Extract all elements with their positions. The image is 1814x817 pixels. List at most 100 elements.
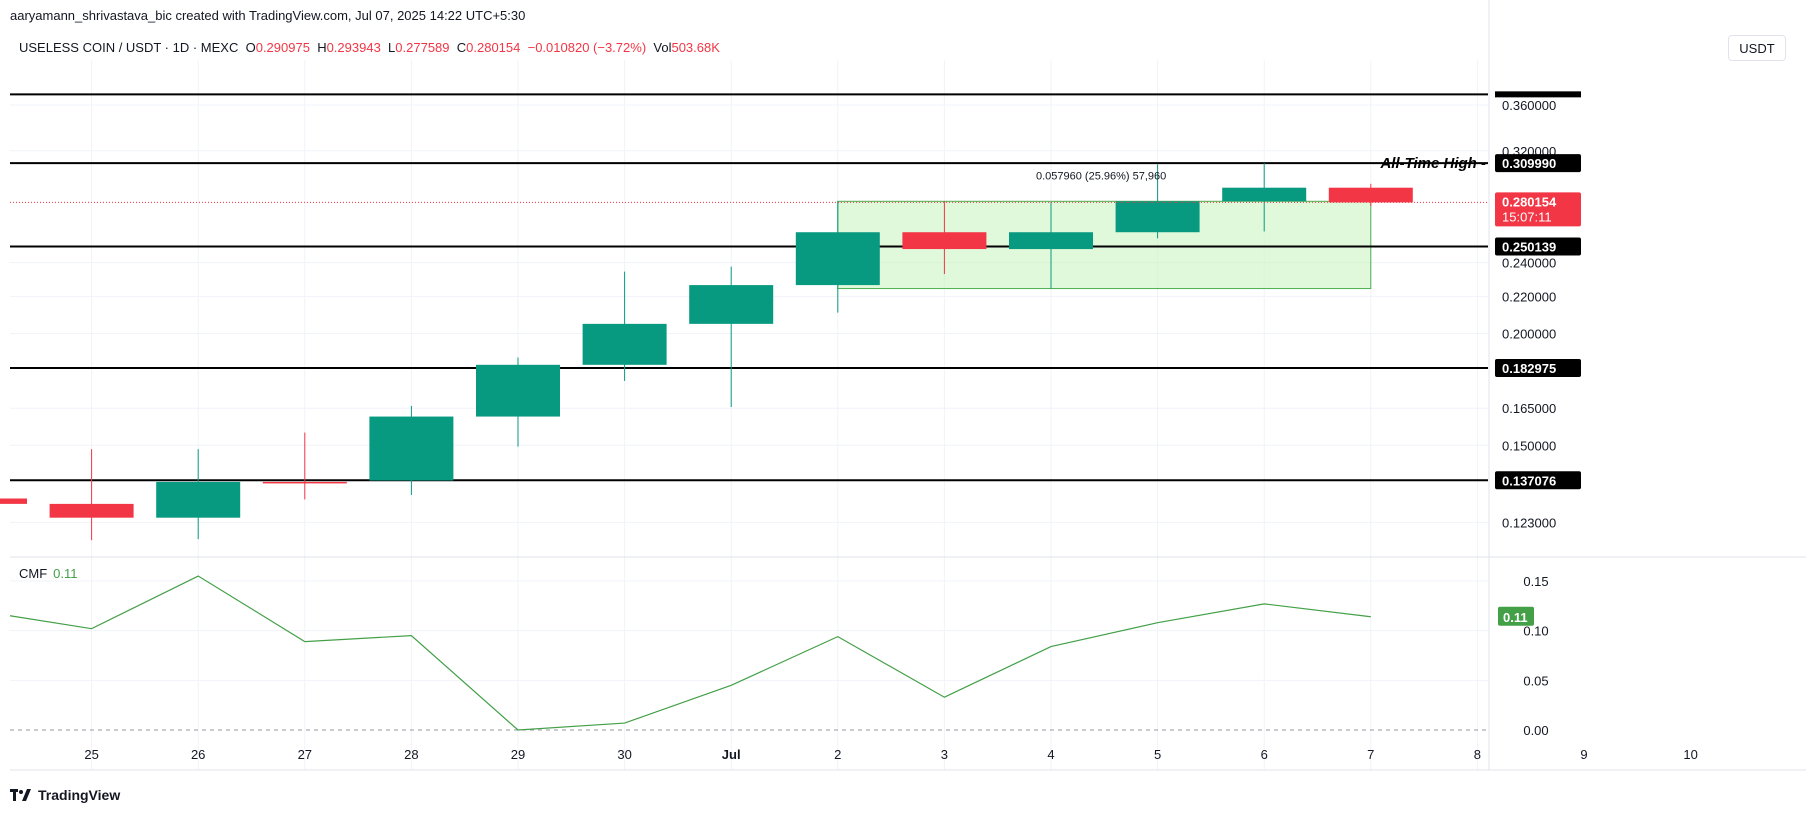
low-label: L [388, 40, 396, 55]
time-axis[interactable]: 25 26 27 28 29 30 Jul 2 3 4 5 6 7 8 9 10 [10, 747, 1806, 771]
tradingview-logo[interactable]: TradingView [10, 787, 120, 803]
price-tick-label: 0.200000 [1502, 326, 1556, 341]
time-tick-label: 9 [1580, 747, 1587, 762]
candle [1222, 163, 1307, 232]
level-tags: 0.309990 0.250139 0.182975 0.137076 [1495, 91, 1581, 490]
level-tag-value: 0.137076 [1502, 473, 1556, 488]
candle [262, 432, 347, 500]
time-tick-label: 28 [404, 747, 418, 762]
price-tick-label: 0.240000 [1502, 256, 1556, 271]
cmf-legend-value: 0.11 [53, 566, 78, 581]
price-axis[interactable]: 0.3600000.3200000.2400000.2200000.200000… [1502, 98, 1556, 530]
candle-body [49, 503, 134, 518]
cmf-tag-value: 0.11 [1503, 610, 1528, 625]
price-tick-label: 0.165000 [1502, 401, 1556, 416]
time-tick-label: 2 [834, 747, 841, 762]
time-tick-label: 7 [1367, 747, 1374, 762]
candle-body [1222, 187, 1307, 202]
time-tick-label: 25 [84, 747, 98, 762]
price-tick-label: 0.360000 [1502, 98, 1556, 113]
cmf-axis[interactable]: 0.15 0.10 0.05 0.00 [1523, 574, 1548, 738]
close-label: C [456, 40, 467, 55]
time-tick-label: 30 [617, 747, 631, 762]
time-tick-label: 5 [1154, 747, 1161, 762]
candle [369, 405, 454, 495]
level-tag-bg [1495, 154, 1581, 173]
cmf-tick-label: 0.15 [1523, 574, 1548, 589]
cmf-tick-label: 0.10 [1523, 624, 1548, 639]
high-value: 0.293943 [326, 40, 381, 55]
candle [1328, 183, 1413, 207]
candle-body [1115, 201, 1200, 233]
current-price-tag-bg [1495, 192, 1581, 227]
candle [476, 357, 560, 447]
symbol-title[interactable]: USELESS COIN / USDT · 1D · MEXC [19, 40, 239, 55]
cmf-legend[interactable]: CMF 0.11 [19, 566, 78, 581]
price-tick-label: 0.123000 [1502, 515, 1556, 530]
candle [0, 498, 27, 504]
open-value: 0.290975 [255, 40, 310, 55]
candle-body [1009, 232, 1093, 250]
candle [1115, 164, 1200, 239]
open-label: O [245, 40, 256, 55]
level-tag-value: 0.250139 [1502, 240, 1556, 255]
candles [0, 163, 1413, 541]
level-tag-bg [1495, 237, 1581, 256]
cmf-tag-bg [1498, 606, 1534, 626]
candle-body [582, 323, 667, 365]
cmf-series-line [9, 575, 1371, 731]
current-price-value: 0.280154 [1502, 194, 1557, 209]
candle [1009, 201, 1093, 289]
symbol-ohlc-line: USELESS COIN / USDT · 1D · MEXC O0.29097… [19, 40, 720, 55]
candle-body [795, 232, 880, 286]
time-tick-label: 6 [1261, 747, 1268, 762]
cmf-value-tag: 0.11 [1498, 606, 1534, 626]
time-tick-label: Jul [722, 747, 741, 762]
time-tick-label: 3 [941, 747, 948, 762]
time-tick-label: 8 [1474, 747, 1481, 762]
cmf-tick-label: 0.00 [1523, 723, 1548, 738]
measure-label: 0.057960 (25.96%) 57,960 [1036, 170, 1166, 182]
time-tick-label: 26 [191, 747, 205, 762]
cmf-tick-label: 0.05 [1523, 673, 1548, 688]
change-value: −0.010820 (−3.72%) [527, 40, 647, 55]
candle-body [1328, 187, 1413, 203]
tradingview-logo-icon [10, 789, 31, 801]
chart-grid [10, 60, 1488, 770]
price-tick-label: 0.150000 [1502, 438, 1556, 453]
close-value: 0.280154 [466, 40, 521, 55]
time-tick-label: 27 [298, 747, 312, 762]
candle-body [689, 285, 774, 324]
candle-body [0, 498, 27, 504]
cmf-title: CMF [19, 566, 48, 581]
candle [902, 201, 987, 275]
level-tag-value: 0.182975 [1502, 361, 1556, 376]
cmf-line [9, 575, 1371, 731]
level-tag-bg [1495, 471, 1581, 490]
level-tag-bg [1495, 91, 1581, 98]
candle-body [156, 481, 241, 518]
level-tag-value: 0.309990 [1502, 156, 1556, 171]
candle-body [476, 364, 560, 417]
ath-annotation: All-Time High - [1379, 155, 1486, 172]
time-tick-label: 10 [1683, 747, 1697, 762]
candle [156, 449, 241, 540]
horizontal-levels[interactable] [10, 93, 1488, 482]
candle [582, 271, 667, 381]
bar-countdown: 15:07:11 [1502, 209, 1552, 224]
currency-button[interactable]: USDT [1728, 35, 1786, 61]
price-tick-label: 0.220000 [1502, 289, 1556, 304]
level-tag-bg [1495, 359, 1581, 378]
candle [49, 449, 134, 541]
candle-body [262, 481, 347, 484]
candle [689, 266, 774, 408]
time-tick-label: 29 [511, 747, 525, 762]
chart-credit: aaryamann_shrivastava_bic created with T… [10, 8, 526, 23]
high-label: H [317, 40, 327, 55]
current-price-tag: 0.280154 15:07:11 [1495, 192, 1581, 227]
time-tick-label: 4 [1047, 747, 1054, 762]
candle [795, 201, 880, 313]
candle-body [902, 232, 987, 250]
candle-body [369, 416, 454, 481]
